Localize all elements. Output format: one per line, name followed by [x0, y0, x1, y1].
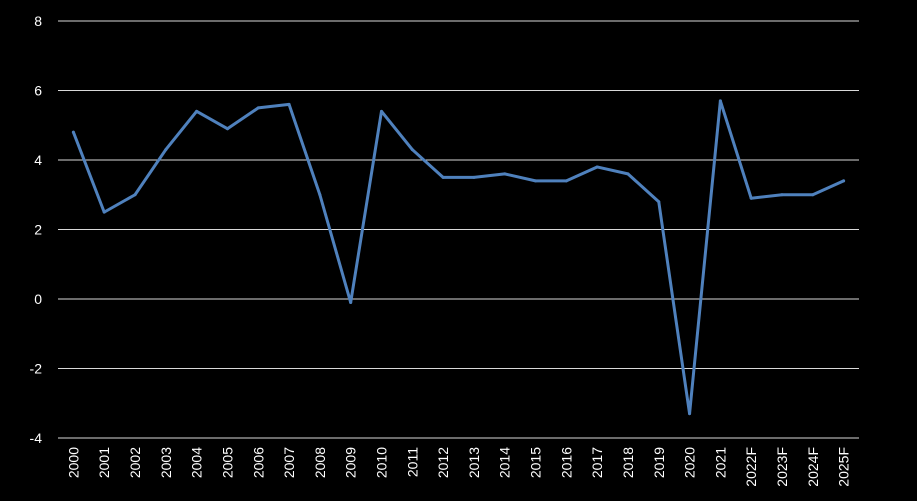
- data-point: [102, 210, 106, 214]
- data-point: [195, 109, 199, 113]
- x-tick-label: 2009: [343, 447, 359, 478]
- data-point: [318, 193, 322, 197]
- y-tick-label: 8: [34, 13, 42, 29]
- x-tick-label: 2013: [466, 447, 482, 478]
- x-tick-label: 2016: [558, 447, 574, 478]
- x-tick-label: 2002: [127, 447, 143, 478]
- x-tick-label: 2003: [158, 447, 174, 478]
- x-tick-label: 2007: [281, 447, 297, 478]
- x-tick-label: 2018: [620, 447, 636, 478]
- x-tick-label: 2004: [189, 447, 205, 478]
- x-tick-label: 2008: [312, 447, 328, 478]
- x-tick-label: 2000: [65, 447, 81, 478]
- data-point: [256, 106, 260, 110]
- y-tick-label: -2: [30, 361, 43, 377]
- data-point: [441, 175, 445, 179]
- data-point: [71, 130, 75, 134]
- data-point: [842, 179, 846, 183]
- data-point: [133, 193, 137, 197]
- y-axis-tick-labels: 8 6 4 2 0 -2 -4: [30, 13, 43, 446]
- x-tick-label: 2011: [404, 447, 420, 477]
- x-tick-label: 2023F: [774, 447, 790, 487]
- data-point: [472, 175, 476, 179]
- data-point: [503, 172, 507, 176]
- data-point: [657, 200, 661, 204]
- x-tick-label: 2001: [96, 447, 112, 478]
- x-tick-label: 2022F: [743, 447, 759, 487]
- data-point: [626, 172, 630, 176]
- data-point: [225, 127, 229, 131]
- data-point: [811, 193, 815, 197]
- data-point: [718, 99, 722, 103]
- data-point: [749, 196, 753, 200]
- x-tick-label: 2021: [712, 447, 728, 478]
- x-tick-label: 2006: [250, 447, 266, 478]
- data-point: [349, 300, 353, 304]
- x-tick-label: 2017: [589, 447, 605, 478]
- data-point: [595, 165, 599, 169]
- x-tick-label: 2024F: [805, 447, 821, 487]
- y-tick-label: 4: [34, 152, 42, 168]
- x-tick-label: 2019: [651, 447, 667, 478]
- data-point: [164, 148, 168, 152]
- data-point: [564, 179, 568, 183]
- x-tick-label: 2015: [528, 447, 544, 478]
- series-line: [71, 99, 846, 416]
- x-tick-label: 2025F: [836, 447, 852, 487]
- y-tick-label: -4: [30, 430, 43, 446]
- data-point: [534, 179, 538, 183]
- y-tick-label: 0: [34, 291, 42, 307]
- x-tick-label: 2005: [219, 447, 235, 478]
- y-tick-label: 6: [34, 83, 42, 99]
- series-layer: [71, 99, 846, 416]
- gridlines: [58, 20, 859, 439]
- data-point: [287, 102, 291, 106]
- data-point: [780, 193, 784, 197]
- x-tick-label: 2010: [373, 447, 389, 478]
- data-point: [688, 412, 692, 416]
- x-tick-label: 2020: [682, 447, 698, 478]
- data-point: [379, 109, 383, 113]
- x-axis-tick-labels: 2000 2001 2002 2003 2004 2005 2006 2007 2008 2009…: [65, 447, 851, 487]
- x-tick-label: 2014: [497, 447, 513, 478]
- data-point: [410, 148, 414, 152]
- x-tick-label: 2012: [435, 447, 451, 478]
- y-tick-label: 2: [34, 222, 42, 238]
